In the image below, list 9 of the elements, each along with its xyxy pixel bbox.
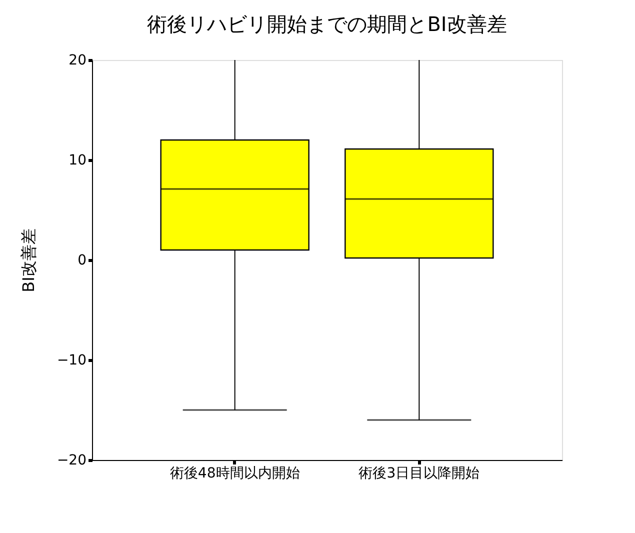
x-tick-label: 術後3日目以降開始 [358,466,480,482]
y-tick-label: 0 [78,252,86,268]
y-tick-label: 10 [68,152,86,168]
y-tick-label: 20 [68,52,86,68]
x-tick-label: 術後48時間以内開始 [170,466,300,482]
chart-title: 術後リハビリ開始までの期間とBI改善差 [147,12,507,36]
y-axis-title: BI改善差 [18,228,38,292]
y-tick-label: −20 [56,452,86,468]
y-tick-label: −10 [56,352,86,368]
